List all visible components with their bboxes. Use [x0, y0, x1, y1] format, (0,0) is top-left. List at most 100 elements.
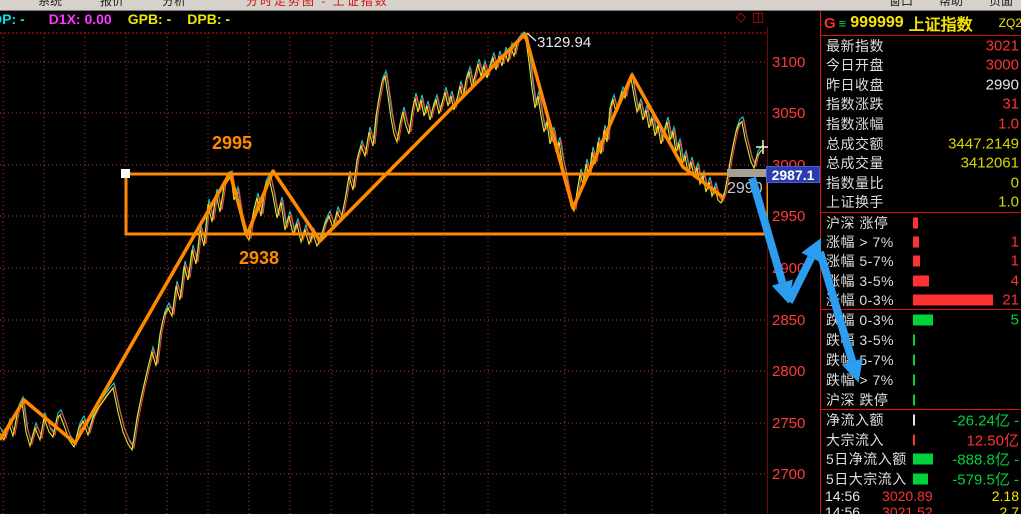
- row-label: 沪深 跌停: [826, 392, 889, 408]
- window-title: 分时走势图 - 上证指数: [246, 0, 389, 8]
- row-label: 指数量比: [826, 174, 884, 191]
- panel-row: 最新指数 3021: [821, 36, 1021, 56]
- price-chart[interactable]: [0, 0, 768, 514]
- axis-price-badge: 2987.1: [766, 166, 820, 183]
- panel-row: 5日大宗流入 -579.5亿 -: [821, 469, 1021, 489]
- peak-value-label: 3129.94: [537, 34, 592, 51]
- row-bar: [913, 255, 920, 267]
- row-bar: [913, 414, 915, 426]
- menu-item[interactable]: 帮助: [938, 0, 963, 8]
- tick-price: 3020.89: [882, 488, 933, 504]
- blue-arrow-head: [801, 237, 822, 263]
- panel-row: 净流入额 -26.24亿 -: [821, 410, 1021, 430]
- menu-item[interactable]: 页面: [988, 0, 1013, 8]
- diamond-icon[interactable]: ◇: [736, 9, 746, 24]
- row-label: 净流入额: [826, 411, 884, 428]
- menu-item[interactable]: 系统: [38, 0, 63, 8]
- indicator-readout: DP: -: [0, 10, 25, 27]
- panel-row: 指数涨幅 1.0: [821, 114, 1021, 134]
- panel-section: 跌幅 0-3% 5 跌幅 3-5% 跌幅 5-7% 跌幅 > 7% 沪深 跌停: [821, 309, 1021, 409]
- tick-change: 2.18: [991, 488, 1019, 504]
- panel-row: 涨幅 0-3% 21: [821, 291, 1021, 310]
- row-value: 4: [1010, 272, 1019, 290]
- quote-panel-body: 最新指数 3021 今日开盘 3000 昨日收盘 2990 指数涨跌 31 指数涨幅 1.0 总成交…: [821, 36, 1021, 489]
- panel-row: 今日开盘 3000: [821, 56, 1021, 76]
- row-value: 1: [1010, 233, 1019, 251]
- row-bar: [913, 434, 915, 446]
- menu-item[interactable]: 分析: [162, 0, 187, 8]
- panel-row: 指数涨跌 31: [821, 95, 1021, 115]
- row-label: 涨幅 3-5%: [826, 272, 895, 289]
- row-value: 3447.2149: [948, 135, 1019, 152]
- channel-box: [124, 172, 768, 236]
- row-label: 跌幅 0-3%: [826, 312, 895, 328]
- row-value: -888.8亿 -: [952, 451, 1019, 469]
- panel-row: 跌幅 0-3% 5: [821, 310, 1021, 330]
- panel-row: 跌幅 5-7%: [821, 350, 1021, 370]
- panel-row: 跌幅 3-5%: [821, 330, 1021, 350]
- row-label: 沪深 涨停: [826, 214, 889, 231]
- row-bar: [913, 217, 918, 229]
- link-flag: G: [824, 14, 836, 32]
- panel-section: 净流入额 -26.24亿 - 大宗流入 12.50亿 5日净流入额 -888.8亿 -5日…: [821, 409, 1021, 489]
- y-axis-tick-label: 2800: [772, 363, 806, 380]
- tick-price: 3021.52: [882, 504, 933, 514]
- peak-tick: [526, 32, 537, 42]
- indicator-readout: GPB: -: [127, 10, 172, 27]
- resistance-label: 2995: [212, 133, 253, 153]
- panel-row: 上证换手 1.0: [821, 192, 1021, 212]
- row-label: 今日开盘: [826, 57, 884, 74]
- tick-list: 14:56 3020.89 2.18 14:56 3021.52 2.7: [821, 488, 1021, 514]
- drag-handle: [121, 169, 130, 178]
- window-split-icon[interactable]: ◫: [752, 9, 765, 24]
- row-bar: [913, 314, 933, 326]
- trend-line: [0, 32, 726, 445]
- row-label: 最新指数: [826, 37, 884, 54]
- quote-panel-header: G ≡ 999999 上证指数 ZQ2: [821, 11, 1021, 36]
- row-label: 涨幅 0-3%: [826, 292, 895, 309]
- price-line: [0, 36, 763, 452]
- panel-row: 涨幅 3-5% 4: [821, 271, 1021, 290]
- price-line: [0, 34, 765, 450]
- panel-row: 跌幅 > 7%: [821, 370, 1021, 390]
- panel-row: 指数量比 0: [821, 173, 1021, 193]
- y-axis-tick-label: 2700: [772, 466, 806, 483]
- y-axis-tick-label: 2950: [772, 208, 806, 225]
- row-bar: [913, 473, 928, 485]
- menu-bar: 系统 报价 分析 分时走势图 - 上证指数 窗口 帮助 页面: [0, 0, 1021, 11]
- row-bar: [913, 394, 915, 406]
- support-label: 2938: [239, 248, 280, 268]
- row-label: 跌幅 3-5%: [826, 332, 895, 348]
- index-name[interactable]: 上证指数: [908, 17, 973, 34]
- row-bar: [913, 275, 929, 287]
- row-value: 1.0: [998, 193, 1019, 211]
- row-value: -579.5亿 -: [952, 471, 1019, 489]
- row-label: 涨幅 > 7%: [826, 234, 894, 251]
- row-value: 1.0: [998, 115, 1019, 133]
- panel-row: 涨幅 > 7% 1: [821, 232, 1021, 251]
- row-label: 大宗流入: [826, 431, 884, 448]
- row-value: 31: [1002, 95, 1019, 113]
- index-code[interactable]: 999999: [850, 14, 904, 31]
- tick-row: 14:56 3020.89 2.18: [821, 488, 1021, 504]
- quote-panel: G ≡ 999999 上证指数 ZQ2 最新指数 3021 今日开盘 3000 昨日收盘…: [820, 10, 1021, 514]
- row-bar: [913, 294, 993, 306]
- row-label: 指数涨跌: [826, 96, 884, 113]
- tick-time: 14:56: [825, 488, 861, 504]
- panel-row: 沪深 涨停: [821, 213, 1021, 232]
- row-label: 总成交量: [826, 155, 884, 172]
- row-label: 跌幅 5-7%: [826, 352, 895, 368]
- header-right-tag: ZQ2: [998, 16, 1021, 30]
- row-bar: [913, 236, 919, 248]
- row-bar: [913, 334, 915, 346]
- level-label: 2990: [727, 180, 763, 197]
- row-label: 跌幅 > 7%: [826, 372, 894, 388]
- row-value: 1: [1010, 252, 1019, 270]
- row-label: 涨幅 5-7%: [826, 253, 895, 270]
- menu-item[interactable]: 窗口: [888, 0, 913, 8]
- row-value: 5: [1010, 311, 1019, 329]
- menu-item[interactable]: 报价: [100, 0, 125, 8]
- row-value: 2990: [985, 76, 1019, 94]
- panel-row: 大宗流入 12.50亿: [821, 430, 1021, 450]
